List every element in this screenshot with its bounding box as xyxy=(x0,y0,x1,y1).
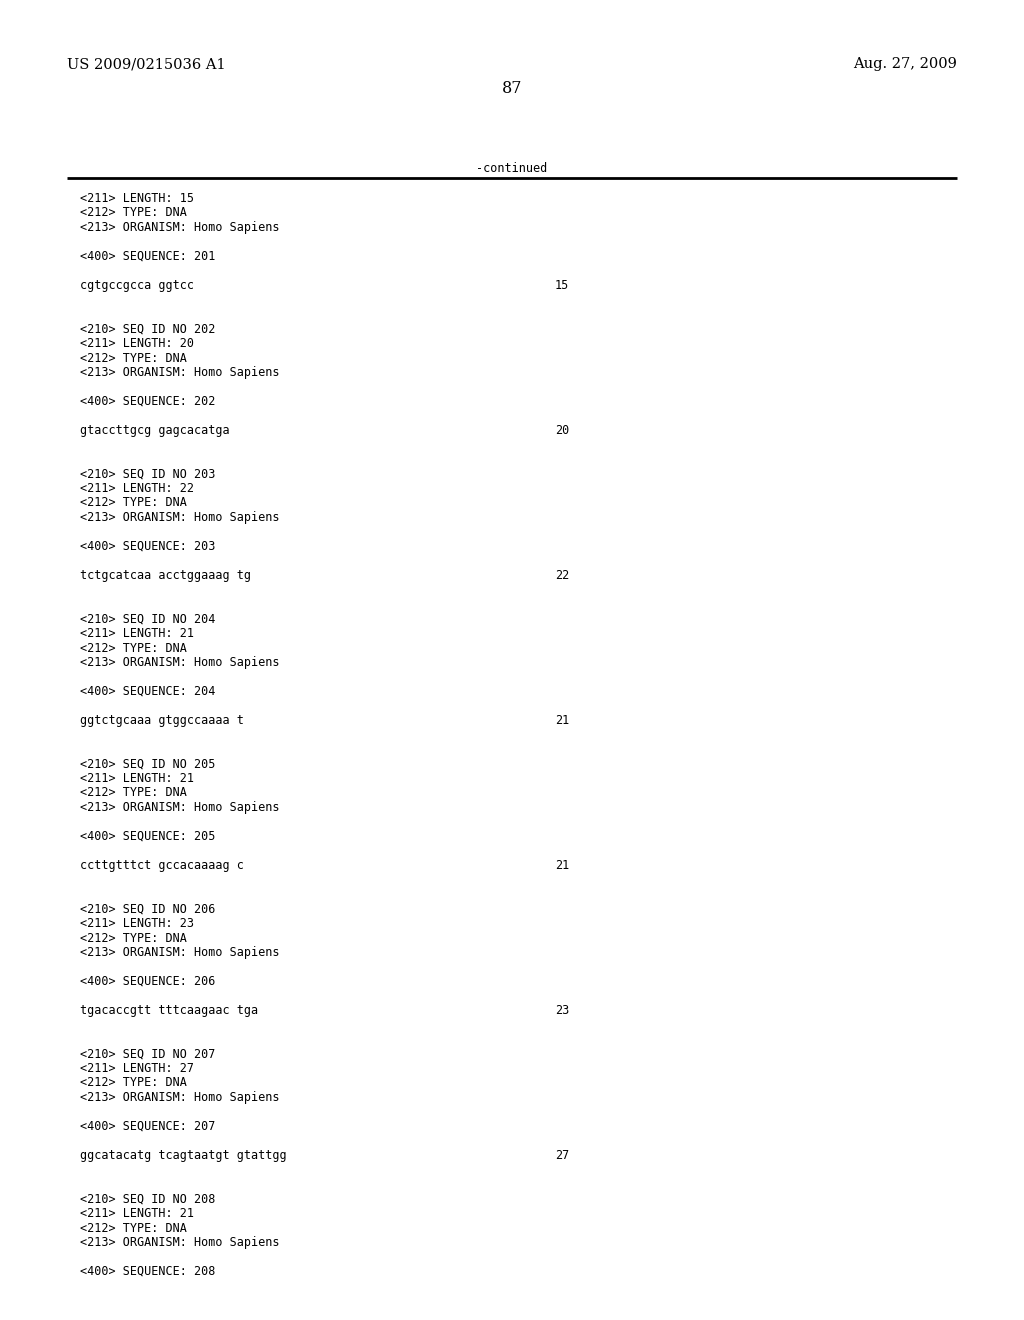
Text: 87: 87 xyxy=(502,81,522,96)
Text: <400> SEQUENCE: 206: <400> SEQUENCE: 206 xyxy=(80,975,215,987)
Text: <210> SEQ ID NO 204: <210> SEQ ID NO 204 xyxy=(80,612,215,626)
Text: 23: 23 xyxy=(555,1005,569,1016)
Text: <212> TYPE: DNA: <212> TYPE: DNA xyxy=(80,206,186,219)
Text: <210> SEQ ID NO 206: <210> SEQ ID NO 206 xyxy=(80,903,215,916)
Text: <211> LENGTH: 15: <211> LENGTH: 15 xyxy=(80,191,194,205)
Text: ggcatacatg tcagtaatgt gtattgg: ggcatacatg tcagtaatgt gtattgg xyxy=(80,1148,287,1162)
Text: <213> ORGANISM: Homo Sapiens: <213> ORGANISM: Homo Sapiens xyxy=(80,946,280,960)
Text: <213> ORGANISM: Homo Sapiens: <213> ORGANISM: Homo Sapiens xyxy=(80,220,280,234)
Text: <211> LENGTH: 21: <211> LENGTH: 21 xyxy=(80,1206,194,1220)
Text: <211> LENGTH: 21: <211> LENGTH: 21 xyxy=(80,627,194,640)
Text: <213> ORGANISM: Homo Sapiens: <213> ORGANISM: Homo Sapiens xyxy=(80,1236,280,1249)
Text: <400> SEQUENCE: 201: <400> SEQUENCE: 201 xyxy=(80,249,215,263)
Text: tctgcatcaa acctggaaag tg: tctgcatcaa acctggaaag tg xyxy=(80,569,251,582)
Text: <400> SEQUENCE: 208: <400> SEQUENCE: 208 xyxy=(80,1265,215,1278)
Text: <400> SEQUENCE: 207: <400> SEQUENCE: 207 xyxy=(80,1119,215,1133)
Text: 15: 15 xyxy=(555,279,569,292)
Text: <211> LENGTH: 22: <211> LENGTH: 22 xyxy=(80,482,194,495)
Text: <210> SEQ ID NO 207: <210> SEQ ID NO 207 xyxy=(80,1048,215,1060)
Text: <210> SEQ ID NO 202: <210> SEQ ID NO 202 xyxy=(80,322,215,335)
Text: 21: 21 xyxy=(555,859,569,873)
Text: <213> ORGANISM: Homo Sapiens: <213> ORGANISM: Homo Sapiens xyxy=(80,801,280,814)
Text: <211> LENGTH: 23: <211> LENGTH: 23 xyxy=(80,917,194,931)
Text: 22: 22 xyxy=(555,569,569,582)
Text: 27: 27 xyxy=(555,1148,569,1162)
Text: cgtgccgcca ggtcc: cgtgccgcca ggtcc xyxy=(80,279,194,292)
Text: <400> SEQUENCE: 205: <400> SEQUENCE: 205 xyxy=(80,830,215,843)
Text: -continued: -continued xyxy=(476,162,548,176)
Text: <210> SEQ ID NO 203: <210> SEQ ID NO 203 xyxy=(80,467,215,480)
Text: <211> LENGTH: 27: <211> LENGTH: 27 xyxy=(80,1063,194,1074)
Text: 20: 20 xyxy=(555,424,569,437)
Text: <212> TYPE: DNA: <212> TYPE: DNA xyxy=(80,1077,186,1089)
Text: ggtctgcaaa gtggccaaaa t: ggtctgcaaa gtggccaaaa t xyxy=(80,714,244,727)
Text: <213> ORGANISM: Homo Sapiens: <213> ORGANISM: Homo Sapiens xyxy=(80,511,280,524)
Text: <400> SEQUENCE: 203: <400> SEQUENCE: 203 xyxy=(80,540,215,553)
Text: <211> LENGTH: 20: <211> LENGTH: 20 xyxy=(80,337,194,350)
Text: <212> TYPE: DNA: <212> TYPE: DNA xyxy=(80,642,186,655)
Text: gtaccttgcg gagcacatga: gtaccttgcg gagcacatga xyxy=(80,424,229,437)
Text: <212> TYPE: DNA: <212> TYPE: DNA xyxy=(80,351,186,364)
Text: <211> LENGTH: 21: <211> LENGTH: 21 xyxy=(80,772,194,785)
Text: ccttgtttct gccacaaaag c: ccttgtttct gccacaaaag c xyxy=(80,859,244,873)
Text: <213> ORGANISM: Homo Sapiens: <213> ORGANISM: Homo Sapiens xyxy=(80,1092,280,1104)
Text: <210> SEQ ID NO 205: <210> SEQ ID NO 205 xyxy=(80,758,215,771)
Text: tgacaccgtt tttcaagaac tga: tgacaccgtt tttcaagaac tga xyxy=(80,1005,258,1016)
Text: <213> ORGANISM: Homo Sapiens: <213> ORGANISM: Homo Sapiens xyxy=(80,656,280,669)
Text: US 2009/0215036 A1: US 2009/0215036 A1 xyxy=(67,57,225,71)
Text: <212> TYPE: DNA: <212> TYPE: DNA xyxy=(80,1221,186,1234)
Text: <210> SEQ ID NO 208: <210> SEQ ID NO 208 xyxy=(80,1192,215,1205)
Text: 21: 21 xyxy=(555,714,569,727)
Text: <400> SEQUENCE: 202: <400> SEQUENCE: 202 xyxy=(80,395,215,408)
Text: <212> TYPE: DNA: <212> TYPE: DNA xyxy=(80,496,186,510)
Text: Aug. 27, 2009: Aug. 27, 2009 xyxy=(853,57,957,71)
Text: <213> ORGANISM: Homo Sapiens: <213> ORGANISM: Homo Sapiens xyxy=(80,366,280,379)
Text: <212> TYPE: DNA: <212> TYPE: DNA xyxy=(80,932,186,945)
Text: <212> TYPE: DNA: <212> TYPE: DNA xyxy=(80,787,186,800)
Text: <400> SEQUENCE: 204: <400> SEQUENCE: 204 xyxy=(80,685,215,698)
